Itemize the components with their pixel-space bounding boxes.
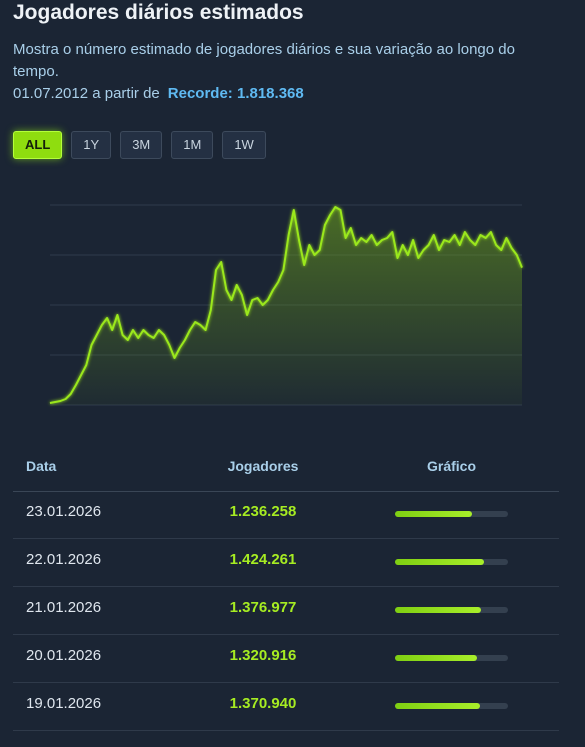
- bar-track: [395, 607, 508, 613]
- bar: [395, 703, 481, 709]
- table-row: 19.01.2026 1.370.940: [13, 683, 559, 731]
- bar: [395, 607, 481, 613]
- bar-track: [395, 511, 508, 517]
- table-row: 23.01.2026 1.236.258: [13, 491, 559, 539]
- area: [50, 207, 522, 405]
- players-cell: 1.236.258: [229, 503, 297, 520]
- range-button[interactable]: 1Y: [71, 131, 112, 159]
- players-cell: 1.424.261: [229, 551, 297, 568]
- range-button[interactable]: 1W: [222, 131, 266, 159]
- players-cell: 1.370.940: [229, 695, 297, 712]
- title: Jogadores diários estimados: [13, 1, 304, 24]
- players-cell: 1.320.916: [229, 647, 297, 664]
- bar-track: [395, 559, 508, 565]
- date-cell: 23.01.2026: [26, 503, 102, 520]
- date-cell: 20.01.2026: [26, 647, 102, 664]
- bar-track: [395, 703, 508, 709]
- header-cell: Gráfico: [426, 458, 476, 474]
- date-cell: 22.01.2026: [26, 551, 102, 568]
- line: [49, 206, 523, 404]
- range-button[interactable]: ALL: [13, 131, 63, 159]
- since-text: 01.07.2012 a partir de: [13, 85, 160, 102]
- bar: [395, 655, 478, 661]
- date-cell: 21.01.2026: [26, 599, 102, 616]
- players-cell: 1.376.977: [229, 599, 297, 616]
- bar: [395, 511, 472, 517]
- record-value: 1.818.368: [236, 85, 304, 102]
- record: Recorde: 1.818.368: [168, 85, 304, 102]
- table-row: 21.01.2026 1.376.977: [13, 587, 559, 635]
- date-cell: 19.01.2026: [26, 695, 102, 712]
- chart: [49, 204, 523, 406]
- range-button[interactable]: 3M: [120, 131, 163, 159]
- range-button[interactable]: 1M: [171, 131, 214, 159]
- table-header: Data Jogadores Gráfico: [13, 455, 559, 492]
- header-cell: Data: [26, 458, 57, 474]
- bar-track: [395, 655, 508, 661]
- range-buttons: ALL 1Y 3M 1M 1W: [13, 131, 266, 159]
- bar: [395, 559, 484, 565]
- header-cell: Jogadores: [227, 458, 299, 474]
- table-row: 22.01.2026 1.424.261: [13, 539, 559, 587]
- since-line: 01.07.2012 a partir de Recorde: 1.818.368: [13, 85, 304, 102]
- description: Mostra o número estimado de jogadores di…: [13, 41, 515, 80]
- record-label: Recorde:: [167, 85, 233, 102]
- table-row: 20.01.2026 1.320.916: [13, 635, 559, 683]
